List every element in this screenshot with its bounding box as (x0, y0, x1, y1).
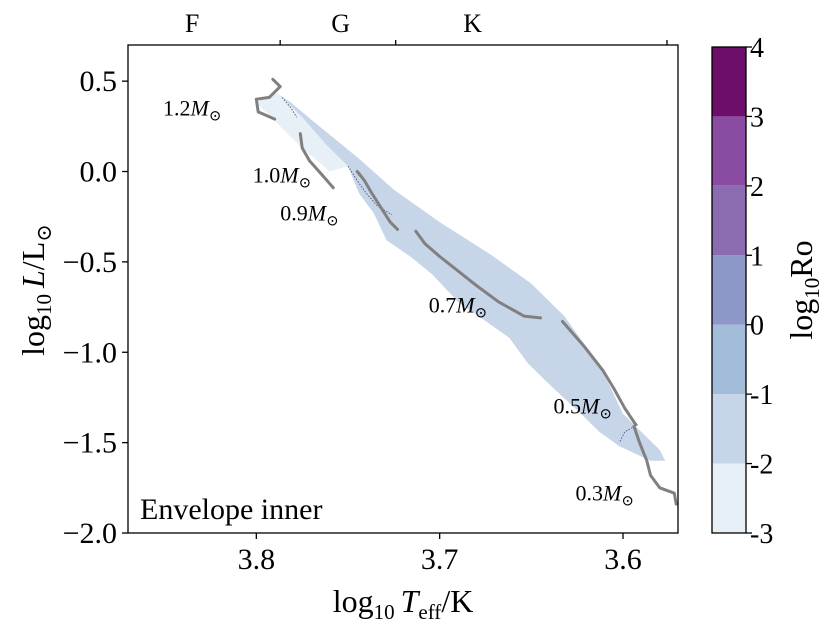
y-axis-label-sub: 10 (32, 294, 56, 315)
x-axis-label: log10 Teff/K (333, 583, 474, 624)
track-line-4 (561, 320, 638, 427)
colorbar-bin-4 (712, 185, 746, 256)
colorbar-bin-6 (712, 47, 746, 117)
track-line-0 (254, 77, 282, 121)
track-layer (254, 77, 678, 506)
colorbar-frame (711, 46, 747, 534)
x-axis-label-var-sub: eff (418, 600, 441, 624)
track-line-2 (355, 170, 399, 231)
mass-label-sun: ⊙ (209, 109, 222, 125)
mass-label-sun: ⊙ (326, 213, 339, 229)
mass-label-sun: ⊙ (621, 494, 634, 510)
mass-label-2: 0.9M⊙ (280, 200, 338, 229)
track-line-3 (414, 229, 542, 320)
colorbar-tick-label: 1 (750, 241, 764, 272)
x-tick-label: 3.8 (238, 543, 276, 576)
x-axis-ticks: 3.8 3.7 3.6 (238, 533, 642, 576)
y-axis-label-unit: /L (15, 242, 51, 270)
colorbar-label-sub: 10 (800, 278, 824, 299)
y-tick-label: 0.0 (80, 156, 118, 189)
y-tick-label: 0.5 (80, 65, 118, 98)
mass-label-value: 0.7 (429, 293, 457, 318)
colorbar-tick-label: 2 (750, 172, 764, 203)
mass-label-unit: M (602, 481, 623, 506)
colorbar-tick-label: 4 (750, 33, 764, 64)
spectral-type-label: G (331, 9, 350, 38)
y-tick-label: −1.0 (63, 336, 117, 369)
colorbar-bin-5 (712, 116, 746, 186)
track-line-5 (632, 424, 678, 506)
region-boundary-0 (281, 97, 298, 118)
ro-region-1 (274, 92, 666, 461)
mass-label-sun: ⊙ (475, 306, 488, 322)
ro-region-0 (256, 92, 348, 172)
track-line-1 (298, 132, 335, 190)
x-axis-label-unit: /K (441, 583, 473, 619)
colorbar-tick-label: -1 (750, 380, 773, 411)
colorbar-tick-label: 0 (750, 311, 764, 342)
colorbar-bin-3 (712, 255, 746, 325)
mass-label-layer: 1.2M⊙1.0M⊙0.9M⊙0.7M⊙0.5M⊙0.3M⊙ (163, 96, 634, 510)
mass-label-3: 0.7M⊙ (429, 293, 487, 322)
mass-label-0: 1.2M⊙ (163, 96, 221, 125)
colorbar-label: log10Ro (783, 240, 824, 339)
mass-label-4: 0.5M⊙ (553, 394, 611, 423)
mass-label-sun: ⊙ (599, 407, 612, 423)
colorbar-label-prefix: log (783, 299, 819, 340)
colorbar-bin-1 (712, 394, 746, 464)
y-axis-ticks: 0.5 0.0 −0.5 −1.0 −1.5 −2.0 (63, 65, 128, 550)
x-tick-label: 3.7 (421, 543, 459, 576)
colorbar-label-var: Ro (783, 240, 819, 277)
y-tick-label: −2.0 (63, 517, 117, 550)
mass-label-value: 1.2 (163, 96, 191, 121)
mass-label-unit: M (279, 162, 300, 187)
axes-frame (127, 44, 679, 534)
mass-label-value: 1.0 (253, 162, 281, 187)
colorbar-bin-2 (712, 324, 746, 395)
mass-label-value: 0.5 (553, 394, 581, 419)
mass-label-value: 0.3 (575, 481, 603, 506)
spectral-type-label: K (463, 9, 482, 38)
mass-label-unit: M (580, 394, 601, 419)
plot-area: 1.2M⊙1.0M⊙0.9M⊙0.7M⊙0.5M⊙0.3M⊙ Envelope … (63, 9, 679, 576)
y-axis-label-prefix: log (15, 315, 51, 356)
mass-label-1: 1.0M⊙ (253, 162, 311, 191)
y-axis-label-var: L (15, 270, 51, 289)
colorbar-tick-label: -3 (750, 519, 773, 550)
x-axis-label-prefix: log (333, 583, 374, 619)
y-tick-label: −1.5 (63, 427, 117, 460)
x-axis-label-sub: 10 (374, 600, 395, 624)
y-axis-label: log10 L/L⊙ (15, 224, 56, 356)
mass-label-5: 0.3M⊙ (575, 481, 633, 510)
panel-label: Envelope inner (140, 493, 322, 526)
mass-label-value: 0.9 (280, 200, 308, 225)
mass-label-unit: M (189, 96, 210, 121)
mass-label-sun: ⊙ (299, 175, 312, 191)
colorbar-tick-label: -2 (750, 450, 773, 481)
colorbar-ticks: 4 3 2 1 0 -1 -2 -3 (746, 33, 773, 550)
x-axis-label-var: T (401, 583, 421, 619)
mass-label-unit: M (455, 293, 476, 318)
x-tick-label: 3.6 (604, 543, 642, 576)
spectral-type-label: F (185, 9, 199, 38)
colorbar-bin-0 (712, 463, 746, 533)
y-tick-label: −0.5 (63, 246, 117, 279)
mass-label-unit: M (307, 200, 328, 225)
colorbar-tick-label: 3 (750, 102, 764, 133)
y-axis-label-sun: ⊙ (32, 224, 56, 242)
colorbar-bins (712, 47, 746, 533)
region-layer (256, 92, 666, 461)
